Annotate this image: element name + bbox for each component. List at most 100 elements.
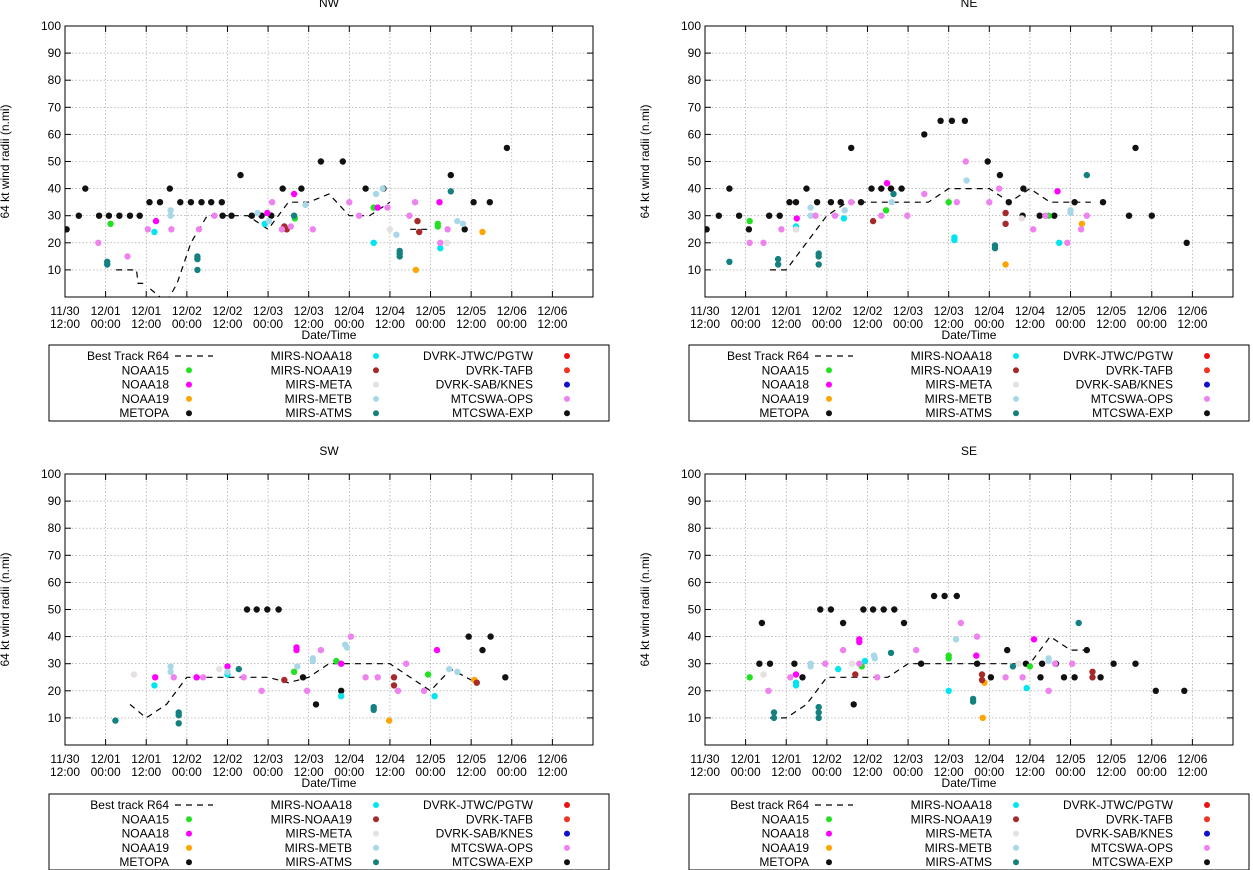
- y-tick-label: 10: [688, 711, 702, 725]
- point-mirs-atms: [774, 261, 782, 268]
- y-axis-label: 64 kt wind radii (n.mi): [0, 552, 12, 666]
- point-mtcswa-ops: [437, 239, 444, 246]
- point-noaa19: [1002, 261, 1009, 268]
- point-metopa: [1110, 660, 1117, 667]
- legend-label: METOPA: [119, 855, 169, 869]
- point-mtcswa-ops: [921, 190, 928, 198]
- point-metopa: [799, 674, 806, 681]
- legend-swatch-mirs-metb: [373, 395, 379, 402]
- point-mirs-metb: [1045, 657, 1052, 665]
- x-tick-label-time: 00:00: [172, 317, 202, 331]
- point-metopa: [1020, 185, 1027, 192]
- y-tick-label: 90: [48, 494, 62, 508]
- point-metopa: [187, 199, 195, 206]
- point-metopa: [961, 117, 969, 125]
- chart-title: NE: [961, 0, 978, 10]
- point-mtcswa-ops: [268, 199, 276, 206]
- point-mirs-noaa18: [370, 239, 377, 246]
- y-axis-label: 64 kt wind radii (n.mi): [0, 104, 12, 218]
- legend-swatch-metopa: [186, 859, 192, 866]
- x-tick-label-date: 12/02: [212, 304, 242, 318]
- point-mtcswa-ops: [355, 212, 363, 219]
- point-metopa: [75, 212, 83, 219]
- legend-swatch-dvrk-sab-knes: [1204, 381, 1210, 388]
- point-noaa18: [883, 180, 891, 187]
- x-tick-label-time: 00:00: [91, 765, 121, 779]
- point-mirs-metb: [224, 668, 231, 675]
- y-axis-label: 64 kt wind radii (n.mi): [638, 552, 652, 666]
- point-mirs-metb: [393, 231, 400, 238]
- point-metopa: [126, 212, 134, 219]
- plot-grid: [64, 473, 593, 745]
- legend-label: NOAA18: [122, 378, 170, 392]
- point-mirs-atms: [770, 709, 778, 716]
- legend-label: DVRK-SAB/KNES: [1076, 827, 1173, 841]
- x-tick-label-time: 00:00: [497, 765, 527, 779]
- legend-swatch-noaa18: [826, 830, 832, 837]
- point-noaa18: [1054, 188, 1061, 195]
- point-metopa: [791, 660, 798, 667]
- point-mirs-metb: [379, 185, 386, 192]
- legend-label: Best Track R64: [87, 349, 169, 363]
- point-mirs-noaa19: [1002, 220, 1009, 227]
- y-tick-label: 100: [41, 467, 61, 481]
- point-mirs-metb: [454, 668, 461, 675]
- point-metopa: [1181, 687, 1188, 694]
- point-mirs-noaa18: [835, 665, 842, 673]
- legend-label: MTCSWA-OPS: [451, 392, 533, 406]
- point-mirs-noaa18: [945, 687, 952, 694]
- point-mirs-metb: [167, 663, 174, 670]
- legend-label: MTCSWA-EXP: [1092, 406, 1173, 420]
- y-tick-label: 50: [688, 155, 702, 169]
- point-metopa: [756, 660, 763, 667]
- point-mtcswa-ops: [1083, 212, 1091, 219]
- point-metopa: [1183, 239, 1190, 246]
- point-metopa: [198, 199, 205, 206]
- point-mtcswa-ops: [444, 226, 451, 233]
- x-tick-label-date: 12/04: [974, 752, 1004, 766]
- legend-swatch-dvrk-jtwc-pgtw: [564, 802, 570, 808]
- x-tick-label-date: 12/02: [212, 752, 242, 766]
- point-metopa: [715, 212, 722, 219]
- legend-swatch-noaa18: [186, 381, 192, 388]
- legend-label: NOAA19: [122, 841, 170, 855]
- point-mirs-noaa19: [390, 674, 398, 681]
- x-tick-label-date: 12/02: [812, 752, 842, 766]
- point-metopa: [869, 606, 877, 613]
- legend-swatch-noaa18: [826, 381, 832, 388]
- x-tick-label-time: 00:00: [731, 317, 761, 331]
- x-tick-label-date: 12/01: [131, 752, 161, 766]
- legend-label: DVRK-TAFB: [466, 363, 533, 377]
- point-mirs-atms: [815, 714, 822, 722]
- point-mirs-noaa19: [281, 676, 288, 684]
- point-mirs-noaa18: [1056, 239, 1063, 246]
- point-metopa: [136, 212, 143, 219]
- point-metopa: [766, 212, 773, 219]
- point-noaa18: [224, 663, 231, 670]
- x-tick-label-time: 12:00: [852, 765, 882, 779]
- point-mirs-metb: [963, 177, 970, 184]
- point-metopa: [758, 619, 766, 627]
- point-mirs-metb: [807, 204, 814, 211]
- x-tick-label-date: 12/01: [771, 752, 801, 766]
- y-tick-label: 80: [48, 73, 62, 87]
- point-metopa: [362, 185, 369, 192]
- point-noaa18: [856, 638, 863, 646]
- y-tick-label: 10: [48, 263, 62, 277]
- y-tick-label: 60: [688, 575, 702, 589]
- x-tick-label-date: 12/05: [416, 752, 446, 766]
- point-mtcswa-ops: [1030, 226, 1037, 233]
- point-noaa18: [433, 646, 441, 654]
- point-metopa: [339, 158, 346, 165]
- x-tick-label-time: 12:00: [771, 765, 801, 779]
- point-mirs-noaa19: [869, 217, 877, 225]
- point-metopa: [878, 185, 885, 192]
- x-tick-label-date: 12/04: [1015, 304, 1045, 318]
- legend-swatch-mirs-atms: [1013, 859, 1019, 866]
- point-mirs-metb: [888, 199, 895, 206]
- point-metopa: [105, 212, 113, 219]
- y-tick-label: 30: [48, 209, 62, 223]
- point-metopa: [776, 212, 783, 219]
- legend-label: DVRK-JTWC/PGTW: [423, 798, 534, 812]
